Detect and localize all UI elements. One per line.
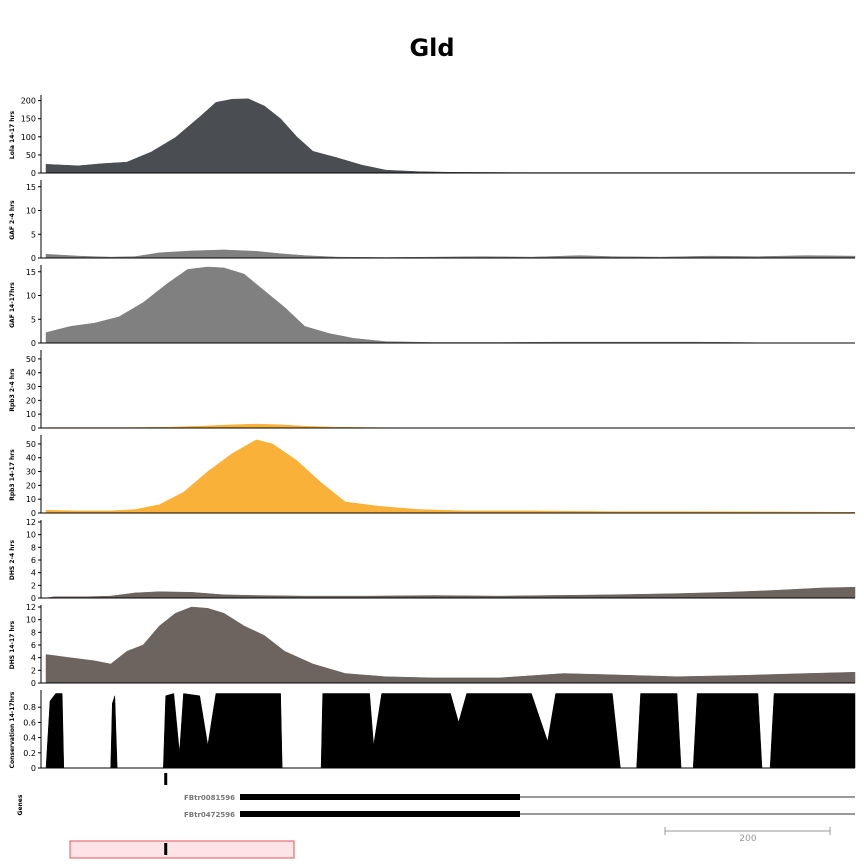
highlight-marker [164, 843, 168, 855]
scale-bar: 200 [664, 827, 831, 844]
y-tick-label: 10 [26, 292, 36, 301]
track-6: 0 2 4 6 8 10 12 DHS 14-17 hrs [9, 603, 856, 688]
track-3: 0 10 20 30 40 50 Rpb3 2-4 hrs [9, 350, 856, 433]
y-tick-label: 0 [31, 594, 36, 603]
transcript: FBtr0081596 [184, 794, 855, 802]
highlight-box [69, 840, 295, 859]
track-area [45, 423, 856, 429]
y-tick-label: 0 [31, 679, 36, 688]
y-tick-label: 30 [26, 468, 36, 477]
y-tick-label: 2 [31, 666, 36, 675]
track-area [45, 439, 856, 514]
y-tick-label: 12 [26, 603, 36, 612]
y-tick-label: 0 [31, 339, 36, 348]
y-tick-label: 8 [31, 543, 36, 552]
highlight-region [69, 840, 295, 859]
track-area [45, 98, 856, 174]
y-tick-label: 6 [31, 641, 36, 650]
track-area [45, 586, 856, 599]
chart-title: Gld [409, 34, 455, 62]
y-tick-label: 40 [26, 454, 36, 463]
y-tick-label: 6 [31, 556, 36, 565]
y-tick-label: 15 [26, 268, 36, 277]
y-tick-label: 8 [31, 628, 36, 637]
track-label: Lola 14-17 hrs [9, 110, 16, 159]
track-label: GAF 2-4 hrs [9, 200, 16, 240]
y-tick-label: 40 [26, 369, 36, 378]
track-area [45, 249, 856, 259]
transcript-exon [240, 811, 520, 817]
y-tick-label: 12 [26, 518, 36, 527]
track-0: 0 50 100 150 200 Lola 14-17 hrs [9, 95, 856, 178]
y-tick-label: 0.2 [23, 749, 36, 758]
gene-marker [164, 773, 168, 785]
scale-label: 200 [739, 834, 756, 844]
y-tick-label: 4 [31, 654, 36, 663]
y-tick-label: 200 [21, 97, 36, 106]
track-area [45, 606, 856, 684]
y-tick-label: 50 [26, 151, 36, 160]
track-area [45, 266, 855, 344]
y-tick-label: 0 [31, 764, 36, 773]
y-tick-label: 100 [21, 133, 36, 142]
y-tick-label: 0 [31, 254, 36, 263]
track-label: DHS 2-4 hrs [9, 540, 16, 581]
y-tick-label: 150 [21, 115, 36, 124]
y-tick-label: 50 [26, 355, 36, 364]
y-tick-label: 0.8 [23, 703, 36, 712]
track-label: Rpb3 14-17 hrs [9, 449, 16, 501]
track-label: DHS 14-17 hrs [9, 620, 16, 669]
y-tick-label: 10 [26, 616, 36, 625]
y-tick-label: 10 [26, 531, 36, 540]
y-tick-label: 50 [26, 440, 36, 449]
track-5: 0 2 4 6 8 10 12 DHS 2-4 hrs [9, 518, 856, 603]
y-tick-label: 10 [26, 207, 36, 216]
transcript: FBtr0472596 [184, 811, 855, 819]
y-tick-label: 20 [26, 396, 36, 405]
y-tick-label: 0.6 [23, 718, 36, 727]
track-label: Rpb3 2-4 hrs [9, 368, 16, 412]
y-tick-label: 20 [26, 481, 36, 490]
track-area [45, 693, 856, 769]
y-tick-label: 0.4 [23, 734, 36, 743]
track-label: GAF 14-17hrs [9, 282, 16, 328]
y-tick-label: 2 [31, 581, 36, 590]
y-tick-label: 30 [26, 383, 36, 392]
y-tick-label: 5 [31, 230, 36, 239]
genes-track: FBtr0081596 FBtr0472596 Genes [17, 773, 855, 819]
y-tick-label: 15 [26, 183, 36, 192]
y-tick-label: 4 [31, 569, 36, 578]
track-1: 0 5 10 15 GAF 2-4 hrs [9, 180, 856, 263]
y-tick-label: 5 [31, 315, 36, 324]
y-tick-label: 0 [31, 424, 36, 433]
y-tick-label: 10 [26, 410, 36, 419]
transcript-exon [240, 794, 520, 800]
y-tick-label: 10 [26, 495, 36, 504]
y-tick-label: 0 [31, 169, 36, 178]
genes-label: Genes [17, 794, 24, 815]
transcript-name: FBtr0472596 [184, 811, 235, 819]
track-label: Conservation 14-17hrs [9, 691, 16, 768]
track-2: 0 5 10 15 GAF 14-17hrs [9, 265, 855, 348]
track-7: 0 0.2 0.4 0.6 0.8 Conservation 14-17hrs [9, 690, 856, 773]
track-4: 0 10 20 30 40 50 Rpb3 14-17 hrs [9, 435, 856, 518]
y-tick-label: 0 [31, 509, 36, 518]
transcript-name: FBtr0081596 [184, 794, 235, 802]
